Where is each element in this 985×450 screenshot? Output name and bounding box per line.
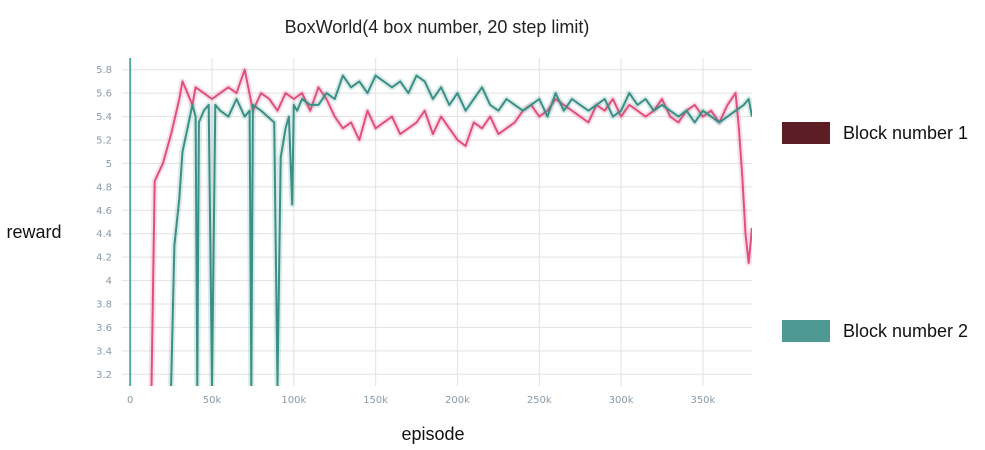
y-tick-label: 3.2 [96, 370, 112, 381]
y-tick-labels: 3.2 3.4 3.6 3.8 4 4.2 4.4 4.6 4.8 5 5.2 5.4 5.6 5.8 [96, 65, 112, 381]
y-tick-label: 3.4 [96, 346, 112, 357]
x-tick-label: 150k [363, 395, 388, 406]
x-tick-labels: 0 50k 100k 150k 200k 250k 300k 350k [127, 395, 716, 406]
series-1-band [148, 66, 752, 386]
x-axis-label: episode [401, 424, 464, 444]
y-tick-label: 4.4 [96, 229, 112, 240]
x-tick-label: 200k [445, 395, 470, 406]
series-layer [148, 66, 752, 386]
x-tick-label: 300k [609, 395, 634, 406]
series-2-band [168, 72, 752, 386]
legend-swatch-1 [782, 122, 830, 144]
y-tick-label: 4.8 [96, 182, 112, 193]
legend: Block number 1 Block number 2 [782, 122, 968, 342]
x-tick-label: 350k [690, 395, 715, 406]
x-tick-label: 50k [203, 395, 222, 406]
y-tick-label: 4.6 [96, 206, 112, 217]
y-tick-label: 5 [106, 159, 112, 170]
series-1-line [150, 68, 752, 386]
y-tick-label: 5.2 [96, 136, 112, 147]
y-tick-label: 5.4 [96, 112, 112, 123]
y-tick-label: 5.8 [96, 65, 112, 76]
y-tick-label: 4 [106, 276, 112, 287]
y-tick-label: 5.6 [96, 89, 112, 100]
x-tick-label: 0 [127, 395, 133, 406]
x-tick-label: 100k [281, 395, 306, 406]
legend-label-1: Block number 1 [843, 123, 968, 143]
legend-swatch-2 [782, 320, 830, 342]
y-axis-label: reward [6, 222, 61, 242]
chart-title: BoxWorld(4 box number, 20 step limit) [285, 17, 590, 37]
y-tick-label: 3.8 [96, 300, 112, 311]
y-tick-label: 3.6 [96, 323, 112, 334]
legend-label-2: Block number 2 [843, 321, 968, 341]
series-2-line [170, 74, 752, 386]
x-tick-label: 250k [527, 395, 552, 406]
y-tick-label: 4.2 [96, 253, 112, 264]
